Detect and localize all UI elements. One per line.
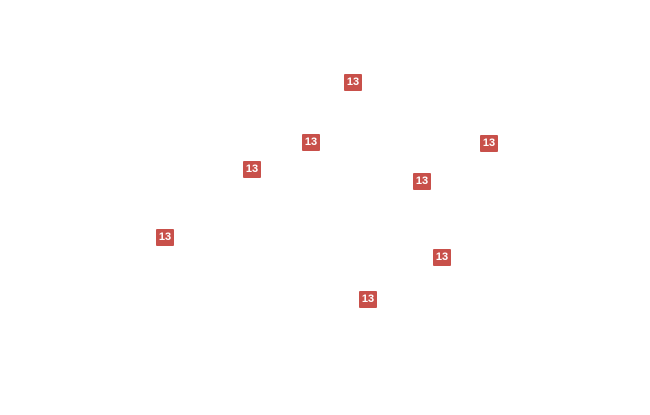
cluster-count-badge[interactable]: 13	[243, 161, 261, 178]
cluster-count-badge[interactable]: 13	[413, 173, 431, 190]
cluster-count-badge[interactable]: 13	[156, 229, 174, 246]
cluster-count-badge[interactable]: 13	[344, 74, 362, 91]
cluster-count-badge[interactable]: 13	[480, 135, 498, 152]
cluster-count-badge[interactable]: 13	[302, 134, 320, 151]
cluster-count-badge[interactable]: 13	[433, 249, 451, 266]
cluster-count-badge[interactable]: 13	[359, 291, 377, 308]
